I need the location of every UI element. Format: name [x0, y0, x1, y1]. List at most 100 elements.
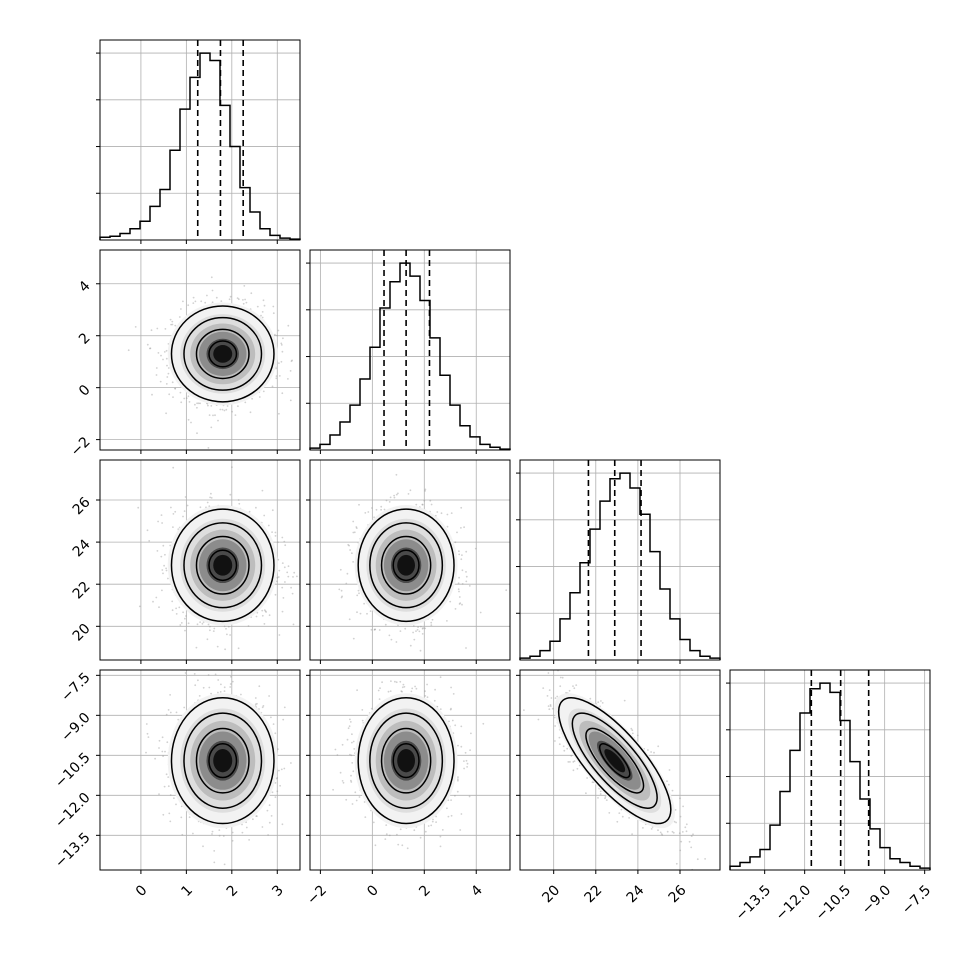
scatter-point	[356, 611, 358, 613]
scatter-point	[396, 494, 398, 496]
scatter-point	[166, 358, 168, 360]
scatter-point	[219, 835, 221, 837]
scatter-point	[166, 773, 168, 775]
scatter-point	[166, 570, 168, 572]
scatter-point	[161, 751, 163, 753]
scatter-point	[220, 300, 222, 302]
scatter-point	[148, 540, 150, 542]
scatter-point	[182, 301, 184, 303]
scatter-point	[240, 694, 242, 696]
scatter-point	[175, 608, 177, 610]
scatter-point	[461, 554, 463, 556]
scatter-point	[208, 447, 210, 449]
scatter-point	[288, 565, 290, 567]
scatter-point	[209, 629, 211, 631]
scatter-point	[349, 618, 351, 620]
scatter-point	[147, 344, 149, 346]
scatter-point	[189, 401, 191, 403]
scatter-point	[170, 794, 172, 796]
scatter-point	[281, 587, 283, 589]
scatter-point	[196, 407, 198, 409]
scatter-point	[231, 411, 233, 413]
scatter-point	[176, 613, 178, 615]
scatter-point	[431, 504, 433, 506]
scatter-point	[156, 374, 158, 376]
scatter-point	[469, 585, 471, 587]
scatter-point	[271, 531, 273, 533]
scatter-point	[446, 620, 448, 622]
scatter-point	[417, 626, 419, 628]
scatter-point	[413, 625, 415, 627]
scatter-point	[465, 571, 467, 573]
scatter-point	[267, 834, 269, 836]
scatter-point	[151, 394, 153, 396]
scatter-point	[263, 705, 265, 707]
scatter-point	[278, 330, 280, 332]
scatter-point	[151, 329, 153, 331]
scatter-point	[217, 679, 219, 681]
scatter-point	[290, 762, 292, 764]
scatter-point	[264, 609, 266, 611]
scatter-point	[237, 405, 239, 407]
scatter-point	[161, 569, 163, 571]
scatter-point	[462, 569, 464, 571]
scatter-point	[180, 392, 182, 394]
scatter-point	[275, 796, 277, 798]
scatter-point	[161, 522, 163, 524]
scatter-point	[276, 581, 278, 583]
scatter-point	[252, 818, 254, 820]
scatter-point	[281, 537, 283, 539]
scatter-point	[380, 509, 382, 511]
scatter-point	[162, 545, 164, 547]
scatter-point	[200, 300, 202, 302]
scatter-point	[162, 755, 164, 757]
scatter-point	[183, 398, 185, 400]
scatter-point	[147, 733, 149, 735]
scatter-point	[242, 832, 244, 834]
scatter-point	[465, 647, 467, 649]
scatter-point	[404, 628, 406, 630]
scatter-point	[179, 624, 181, 626]
scatter-point	[235, 414, 237, 416]
scatter-point	[238, 503, 240, 505]
scatter-point	[168, 373, 170, 375]
scatter-point	[199, 621, 201, 623]
scatter-point	[194, 673, 196, 675]
scatter-point	[358, 592, 360, 594]
scatter-point	[341, 597, 343, 599]
scatter-point	[460, 558, 462, 560]
scatter-point	[209, 497, 211, 499]
scatter-point	[244, 402, 246, 404]
scatter-point	[389, 501, 391, 503]
scatter-point	[412, 632, 414, 634]
scatter-point	[341, 590, 343, 592]
scatter-point	[251, 398, 253, 400]
scatter-point	[137, 507, 139, 509]
scatter-point	[158, 793, 160, 795]
scatter-point	[186, 397, 188, 399]
scatter-point	[281, 361, 283, 363]
scatter-point	[160, 355, 162, 357]
scatter-point	[367, 511, 369, 513]
scatter-point	[360, 613, 362, 615]
scatter-point	[164, 786, 166, 788]
scatter-point	[207, 638, 209, 640]
scatter-point	[163, 565, 165, 567]
scatter-point	[155, 597, 157, 599]
scatter-point	[207, 405, 209, 407]
scatter-point	[276, 375, 278, 377]
density-shade	[213, 555, 232, 576]
scatter-point	[389, 635, 391, 637]
scatter-point	[182, 611, 184, 613]
scatter-point	[238, 298, 240, 300]
scatter-point	[159, 740, 161, 742]
scatter-point	[246, 827, 248, 829]
scatter-point	[370, 610, 372, 612]
scatter-point	[384, 509, 386, 511]
scatter-point	[172, 609, 174, 611]
scatter-point	[167, 776, 169, 778]
scatter-point	[232, 840, 234, 842]
scatter-point	[156, 367, 158, 369]
scatter-point	[430, 622, 432, 624]
